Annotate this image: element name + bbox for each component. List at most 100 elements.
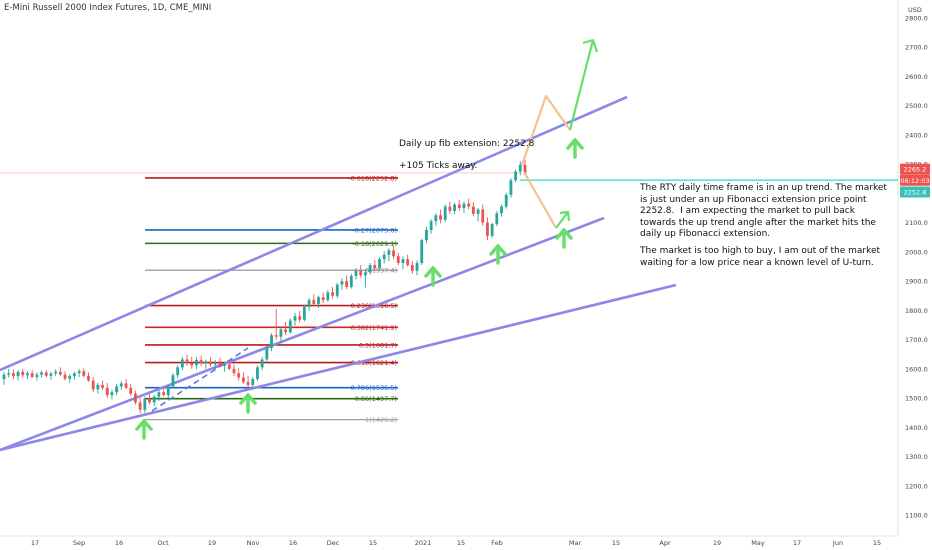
trend-channel-line <box>0 283 677 452</box>
candle-body <box>204 361 208 364</box>
price-axis[interactable] <box>898 0 932 550</box>
trend-channel-line <box>0 95 628 372</box>
candle-body <box>162 392 165 396</box>
price-tick-label: 2100.0 <box>905 219 928 227</box>
support-arrow-icon <box>239 393 257 414</box>
candle-body <box>63 374 67 379</box>
candle-body <box>209 361 212 365</box>
candle-body <box>471 206 475 214</box>
price-tick-label: 1100.0 <box>905 512 928 520</box>
candle-body <box>180 359 184 368</box>
candle-body <box>68 376 72 379</box>
candle-body <box>396 256 400 263</box>
candle-body <box>218 362 222 366</box>
candle-body <box>401 259 405 263</box>
candle-body <box>148 398 151 403</box>
time-tick-label: 16 <box>289 539 297 547</box>
candle-body <box>331 292 334 296</box>
candle-body <box>495 213 499 225</box>
price-tick-label: 2400.0 <box>905 131 928 139</box>
fib-level-label: 0.786(1535.5) <box>351 384 397 392</box>
candle-body <box>425 229 428 241</box>
candle-body <box>514 171 518 181</box>
time-tick-label: 15 <box>873 539 881 547</box>
last-price-badge <box>900 163 930 175</box>
candle-body <box>134 393 137 403</box>
candle-body <box>101 384 104 388</box>
projected-bounce-path <box>555 211 569 229</box>
candle-body <box>119 383 123 387</box>
time-tick-label: May <box>751 539 765 547</box>
time-tick-label: 2021 <box>415 539 432 547</box>
time-tick-label: Jun <box>832 539 843 547</box>
candle-body <box>16 371 20 377</box>
support-arrow-icon <box>424 266 442 287</box>
price-tick-label: 2700.0 <box>905 44 928 52</box>
time-tick-label: Oct <box>157 539 169 547</box>
candle-body <box>504 194 508 207</box>
candle-body <box>321 297 325 301</box>
fib-price-badge <box>900 186 930 198</box>
time-tick-label: Sep <box>73 539 85 547</box>
candle-body <box>302 306 306 320</box>
candle-body <box>251 379 255 385</box>
candle-body <box>40 372 43 375</box>
candle-body <box>392 250 395 257</box>
candle-body <box>30 373 34 378</box>
support-arrow-icon <box>489 244 507 265</box>
candle-body <box>349 275 353 287</box>
candle-body <box>213 362 217 365</box>
price-tick-label: 2000.0 <box>905 248 928 256</box>
analysis-paragraph-1: The RTY daily time frame is in an up tre… <box>640 183 890 239</box>
price-tick-label: 1800.0 <box>905 307 928 315</box>
time-tick-label: Nov <box>247 539 260 547</box>
candle-body <box>368 265 372 273</box>
candle-body <box>124 383 128 388</box>
price-tick-label: 1500.0 <box>905 395 928 403</box>
price-tick-label: 1300.0 <box>905 453 928 461</box>
candle-body <box>166 386 170 396</box>
candle-body <box>54 371 58 374</box>
candle-body <box>382 254 386 260</box>
projected-path-down <box>523 171 557 229</box>
candle-body <box>364 272 367 276</box>
countdown-badge-text: 06:12:03 <box>900 177 929 185</box>
arrow-head <box>555 228 573 240</box>
candle-body <box>429 221 433 230</box>
candle-body <box>453 204 457 211</box>
time-tick-label: 15 <box>369 539 377 547</box>
candle-body <box>265 347 269 360</box>
candle-body <box>260 359 264 368</box>
arrow-head <box>566 138 584 150</box>
price-tick-label: 1200.0 <box>905 482 928 490</box>
candle-body <box>378 259 381 268</box>
candle-body <box>420 240 424 263</box>
support-arrow-icon <box>135 419 153 440</box>
candle-body <box>410 265 414 271</box>
candle-body <box>143 398 147 410</box>
candle-body <box>246 381 250 385</box>
candle-body <box>176 367 180 376</box>
candle-body <box>345 281 349 287</box>
candle-body <box>284 329 288 333</box>
symbol-title[interactable]: E-Mini Russell 2000 Index Futures, 1D, C… <box>4 3 212 13</box>
candle-body <box>340 281 344 285</box>
candle-body <box>387 250 391 255</box>
price-tick-label: 1400.0 <box>905 424 928 432</box>
candle-body <box>129 387 133 394</box>
fib-level-label: -0.18(2029.1) <box>352 240 397 248</box>
trend-channel-line <box>0 216 605 452</box>
candle-body <box>44 372 48 376</box>
time-tick-label: Mar <box>569 539 582 547</box>
support-arrow-icon <box>566 138 584 159</box>
last-price-badge-text: 2265.2 <box>904 166 927 174</box>
support-arrow-icon <box>555 228 573 249</box>
candle-body <box>481 209 485 223</box>
candle-body <box>7 373 11 375</box>
price-tick-label: 1600.0 <box>905 365 928 373</box>
candle-body <box>157 392 161 397</box>
time-tick-label: 16 <box>115 539 123 547</box>
time-tick-label: Dec <box>327 539 340 547</box>
candle-body <box>288 320 292 333</box>
